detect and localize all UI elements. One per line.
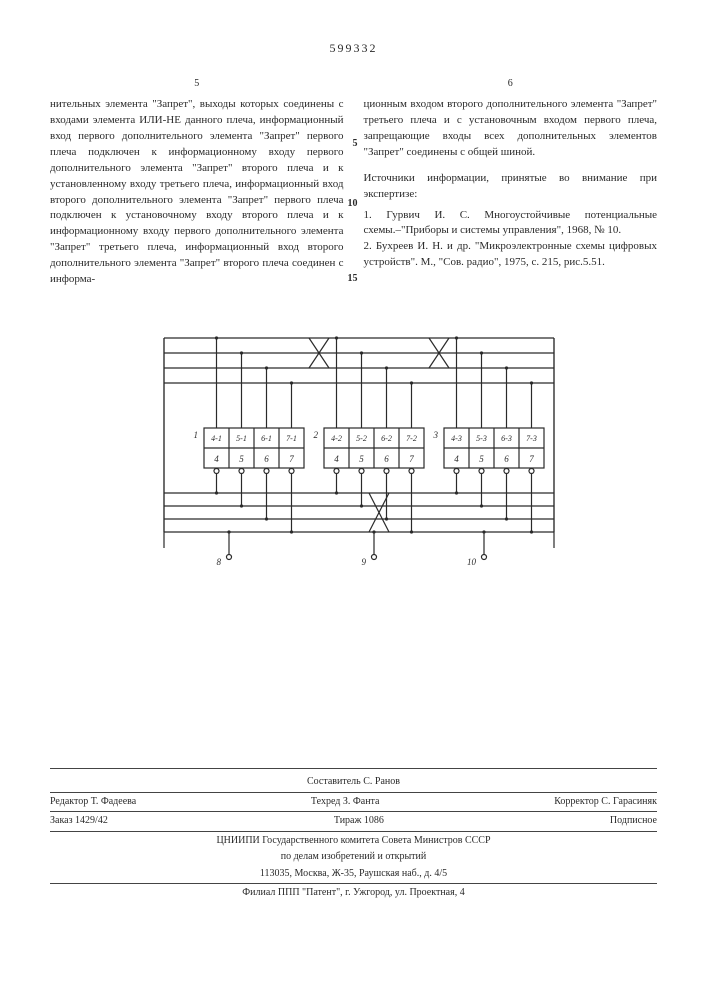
svg-text:4: 4 (214, 454, 219, 464)
footer-block: Составитель С. Ранов Редактор Т. Фадеева… (50, 768, 657, 903)
footer-print-row: Заказ 1429/42 Тираж 1086 Подписное (50, 812, 657, 832)
svg-text:4-1: 4-1 (211, 434, 222, 443)
document-number: 599332 (50, 40, 657, 57)
left-column-text: нительных элемента "Запрет", выходы кото… (50, 97, 344, 288)
svg-text:7: 7 (409, 454, 414, 464)
svg-text:2: 2 (313, 430, 318, 440)
right-column: 6 ционным входом второго дополнительного… (364, 77, 658, 288)
svg-text:4-3: 4-3 (451, 434, 462, 443)
svg-text:7-1: 7-1 (286, 434, 297, 443)
svg-text:7-3: 7-3 (526, 434, 537, 443)
footer-editor: Редактор Т. Фадеева (50, 795, 136, 810)
footer-order: Заказ 1429/42 (50, 814, 108, 829)
footer-compiler: Составитель С. Ранов (50, 773, 657, 793)
svg-text:5: 5 (479, 454, 484, 464)
line-number-10: 10 (348, 197, 358, 212)
svg-text:6-2: 6-2 (381, 434, 392, 443)
svg-text:4-2: 4-2 (331, 434, 342, 443)
svg-text:6-3: 6-3 (501, 434, 512, 443)
left-col-page-num: 5 (50, 77, 344, 92)
svg-text:9: 9 (361, 557, 366, 567)
svg-text:6: 6 (504, 454, 509, 464)
svg-text:5: 5 (359, 454, 364, 464)
footer-branch: Филиал ППП "Патент", г. Ужгород, ул. Про… (50, 884, 657, 903)
footer-subscribed: Подписное (610, 814, 657, 829)
footer-addr: 113035, Москва, Ж-35, Раушская наб., д. … (50, 865, 657, 885)
footer-org1: ЦНИИПИ Государственного комитета Совета … (50, 832, 657, 851)
sources-heading: Источники информации, принятые во вниман… (364, 171, 658, 203)
footer-credits-row: Редактор Т. Фадеева Техред З. Фанта Корр… (50, 793, 657, 813)
source-1: 1. Гурвич И. С. Многоустойчивые потенциа… (364, 208, 658, 240)
svg-text:4: 4 (334, 454, 339, 464)
svg-text:6: 6 (384, 454, 389, 464)
svg-text:4: 4 (454, 454, 459, 464)
left-column: 5 5 10 15 нительных элемента "Запрет", в… (50, 77, 344, 288)
svg-text:3: 3 (432, 430, 438, 440)
footer-tirazh: Тираж 1086 (334, 814, 384, 829)
right-column-text-1: ционным входом второго дополнительного э… (364, 97, 658, 161)
circuit-diagram: 1 4-1 5-1 6-1 7-1 4 5 6 7 2 4-2 5-2 6-2 7-2 4 5 6 7 3 4-3 5-… (144, 308, 564, 568)
svg-text:7: 7 (289, 454, 294, 464)
svg-text:8: 8 (216, 557, 221, 567)
body-columns: 5 5 10 15 нительных элемента "Запрет", в… (50, 77, 657, 288)
svg-text:5: 5 (239, 454, 244, 464)
footer-org2: по делам изобретений и открытий (50, 850, 657, 865)
right-col-page-num: 6 (364, 77, 658, 92)
svg-text:5-1: 5-1 (236, 434, 247, 443)
footer-techred: Техред З. Фанта (311, 795, 380, 810)
svg-text:6: 6 (264, 454, 269, 464)
svg-text:5-2: 5-2 (356, 434, 367, 443)
svg-text:6-1: 6-1 (261, 434, 272, 443)
line-number-15: 15 (348, 272, 358, 287)
svg-text:5-3: 5-3 (476, 434, 487, 443)
svg-text:7-2: 7-2 (406, 434, 417, 443)
svg-text:1: 1 (193, 430, 198, 440)
source-2: 2. Бухреев И. Н. и др. "Микроэлектронные… (364, 239, 658, 271)
line-number-5: 5 (353, 137, 358, 152)
svg-text:7: 7 (529, 454, 534, 464)
svg-text:10: 10 (467, 557, 477, 567)
footer-corrector: Корректор С. Гарасиняк (554, 795, 657, 810)
